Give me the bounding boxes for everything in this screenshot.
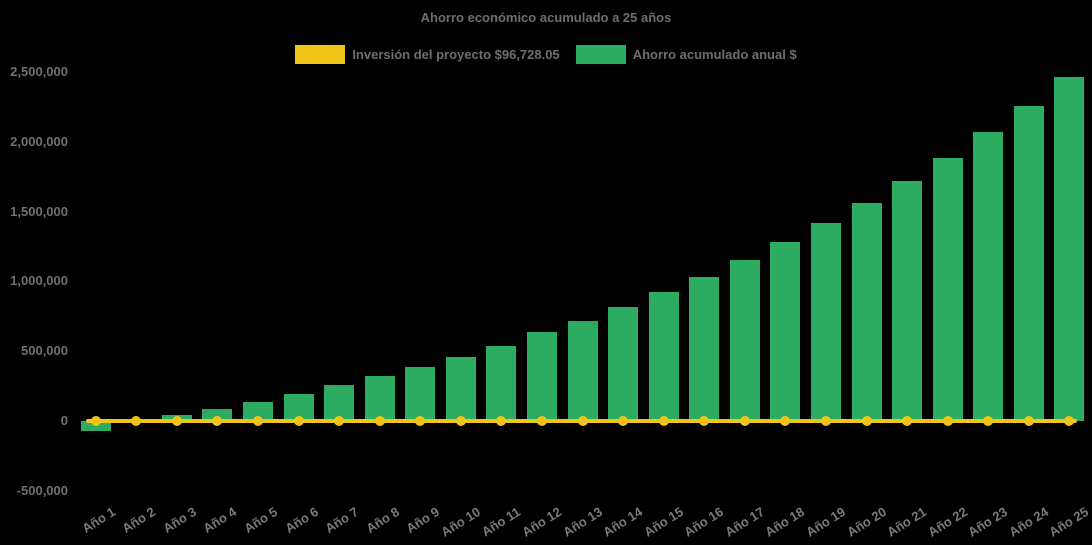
legend-item-investment[interactable]: Inversión del proyecto $96,728.05	[295, 45, 560, 64]
savings-bar	[689, 277, 720, 421]
investment-line-point	[942, 416, 953, 426]
y-axis-tick-label: 1,500,000	[10, 203, 68, 219]
savings-bar	[729, 260, 760, 421]
savings-bar	[80, 421, 111, 432]
legend-label-savings: Ahorro acumulado anual $	[632, 47, 797, 62]
savings-bar-swatch	[575, 45, 626, 64]
investment-line-point	[90, 416, 101, 426]
investment-line-point	[171, 416, 182, 426]
y-axis-tick-label: 2,000,000	[10, 133, 68, 149]
investment-line-point	[334, 416, 345, 426]
savings-bar	[810, 223, 841, 421]
investment-line-point	[658, 416, 669, 426]
investment-line-point	[1023, 416, 1034, 426]
investment-line-point	[699, 416, 710, 426]
investment-line-point	[374, 416, 385, 426]
investment-line-point	[902, 416, 913, 426]
savings-bar	[364, 376, 395, 421]
investment-line-point	[131, 416, 142, 426]
savings-bar	[1054, 76, 1085, 421]
y-axis-tick-label: 1,000,000	[10, 273, 68, 289]
savings-bar	[648, 292, 679, 421]
savings-bar	[567, 321, 598, 421]
savings-bar	[242, 402, 273, 421]
y-axis-tick-label: -500,000	[16, 482, 68, 498]
investment-line-point	[293, 416, 304, 426]
savings-bar	[1013, 106, 1044, 421]
savings-bar	[324, 385, 355, 421]
savings-bar	[526, 332, 557, 421]
savings-bar	[486, 346, 517, 421]
legend-label-investment: Inversión del proyecto $96,728.05	[352, 47, 560, 62]
investment-line-point	[415, 416, 426, 426]
chart-legend: Inversión del proyecto $96,728.05 Ahorro…	[0, 45, 1092, 64]
investment-line-point	[536, 416, 547, 426]
investment-line-point	[212, 416, 223, 426]
savings-bar	[202, 409, 233, 421]
investment-line-point	[739, 416, 750, 426]
investment-line-point	[1064, 416, 1075, 426]
investment-line-point	[983, 416, 994, 426]
savings-bar	[445, 357, 476, 421]
y-axis-tick-label: 2,500,000	[10, 64, 68, 79]
savings-bar	[851, 203, 882, 421]
investment-line-swatch	[295, 45, 346, 64]
investment-line-point	[780, 416, 791, 426]
y-axis-tick-label: 500,000	[21, 343, 68, 359]
chart-title: Ahorro económico acumulado a 25 años	[420, 10, 672, 25]
savings-bar	[405, 367, 436, 421]
investment-line-point	[618, 416, 629, 426]
investment-line-point	[820, 416, 831, 426]
savings-bar	[973, 132, 1004, 421]
savings-bar	[892, 181, 923, 421]
savings-bar	[608, 307, 639, 421]
investment-line-point	[577, 416, 588, 426]
investment-line-point	[455, 416, 466, 426]
investment-line-point	[861, 416, 872, 426]
savings-bar	[932, 158, 963, 421]
investment-line-point	[252, 416, 263, 426]
y-axis-tick-label: 0	[60, 413, 68, 428]
investment-line-point	[496, 416, 507, 426]
savings-bar	[770, 242, 801, 421]
legend-item-savings[interactable]: Ahorro acumulado anual $	[575, 45, 797, 64]
